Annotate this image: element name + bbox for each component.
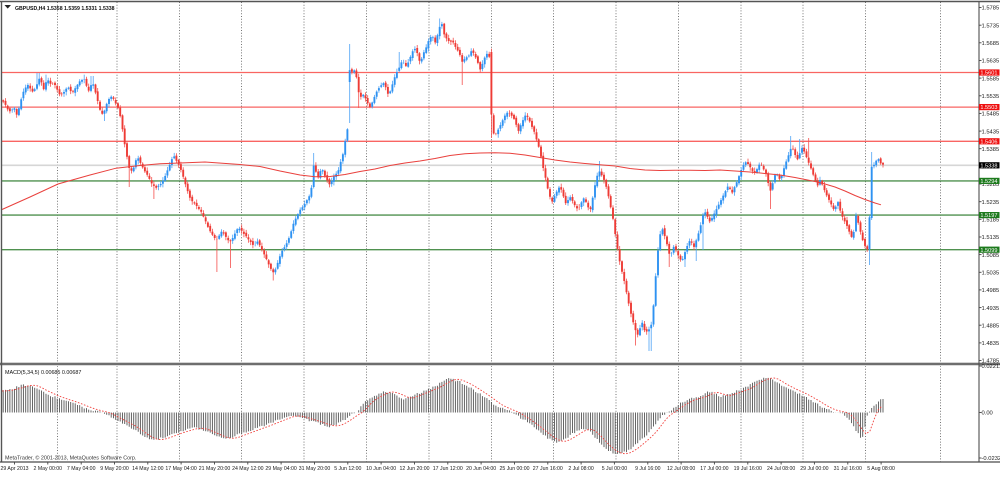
svg-text:31 May 20:00: 31 May 20:00 [299,466,331,472]
svg-text:1.5294: 1.5294 [980,179,997,185]
svg-text:1.5435: 1.5435 [982,129,1000,135]
svg-text:1.5485: 1.5485 [982,112,1000,118]
svg-text:0.00: 0.00 [982,411,993,417]
svg-text:1.5338: 1.5338 [980,163,997,169]
svg-text:17 May 04:00: 17 May 04:00 [165,466,197,472]
svg-text:29 Apr 2013: 29 Apr 2013 [1,466,29,472]
svg-text:1.5503: 1.5503 [980,105,997,111]
svg-text:1.4985: 1.4985 [982,288,1000,294]
svg-text:1.5235: 1.5235 [982,200,1000,206]
svg-text:1.5535: 1.5535 [982,94,1000,100]
svg-text:MetaTrader, © 2001-2013, MetaQ: MetaTrader, © 2001-2013, MetaQuotes Soft… [5,455,136,462]
svg-text:0.02211: 0.02211 [982,364,1000,370]
svg-text:17 Jun 12:00: 17 Jun 12:00 [433,466,463,472]
svg-text:5 Jul 00:00: 5 Jul 00:00 [602,466,627,472]
svg-text:1.5685: 1.5685 [982,41,1000,47]
svg-text:29 Jul 00:00: 29 Jul 00:00 [800,466,828,472]
svg-text:12 Jul 08:00: 12 Jul 08:00 [667,466,695,472]
svg-text:1.5635: 1.5635 [982,59,1000,65]
svg-text:24 Jul 08:00: 24 Jul 08:00 [767,466,795,472]
svg-text:1.5601: 1.5601 [980,71,997,77]
svg-text:27 Jun 16:00: 27 Jun 16:00 [533,466,563,472]
svg-text:20 Jun 04:00: 20 Jun 04:00 [466,466,496,472]
svg-text:7 May 04:00: 7 May 04:00 [67,466,96,472]
svg-text:14 May 12:00: 14 May 12:00 [132,466,164,472]
svg-text:1.5197: 1.5197 [980,213,997,219]
svg-text:31 Jul 16:00: 31 Jul 16:00 [834,466,862,472]
svg-text:1.5585: 1.5585 [982,76,1000,82]
svg-text:1.5735: 1.5735 [982,23,1000,29]
svg-text:1.4835: 1.4835 [982,341,1000,347]
svg-text:1.5385: 1.5385 [982,147,1000,153]
svg-text:GBPUSD,H4 1.5358 1.5359 1.533: GBPUSD,H4 1.5358 1.5359 1.5331 1.5338 [15,6,115,12]
svg-text:29 May 04:00: 29 May 04:00 [265,466,297,472]
svg-text:24 May 12:00: 24 May 12:00 [232,466,264,472]
svg-text:MACD(5,34,5) 0.00685 0.00687: MACD(5,34,5) 0.00685 0.00687 [5,370,81,376]
svg-text:25 Jun 00:00: 25 Jun 00:00 [500,466,530,472]
svg-text:5 Aug 08:00: 5 Aug 08:00 [867,466,895,472]
svg-text:5 Jun 12:00: 5 Jun 12:00 [334,466,361,472]
svg-text:9 Jul 16:00: 9 Jul 16:00 [635,466,660,472]
svg-text:1.5099: 1.5099 [980,248,997,254]
svg-text:12 Jun 20:00: 12 Jun 20:00 [400,466,430,472]
svg-text:1.5135: 1.5135 [982,235,1000,241]
svg-text:19 Jul 16:00: 19 Jul 16:00 [734,466,762,472]
svg-text:10 Jun 04:00: 10 Jun 04:00 [366,466,396,472]
svg-text:-0.02327: -0.02327 [982,456,1000,462]
svg-text:1.5785: 1.5785 [982,6,1000,12]
svg-text:2 Jul 08:00: 2 Jul 08:00 [568,466,593,472]
svg-text:1.4935: 1.4935 [982,306,1000,312]
svg-text:21 May 20:00: 21 May 20:00 [199,466,231,472]
svg-text:9 May 20:00: 9 May 20:00 [100,466,129,472]
svg-text:17 Jul 00:00: 17 Jul 00:00 [700,466,728,472]
svg-text:1.5035: 1.5035 [982,271,1000,277]
svg-text:2 May 00:00: 2 May 00:00 [34,466,63,472]
svg-text:1.4885: 1.4885 [982,323,1000,329]
svg-text:1.5406: 1.5406 [980,139,997,145]
